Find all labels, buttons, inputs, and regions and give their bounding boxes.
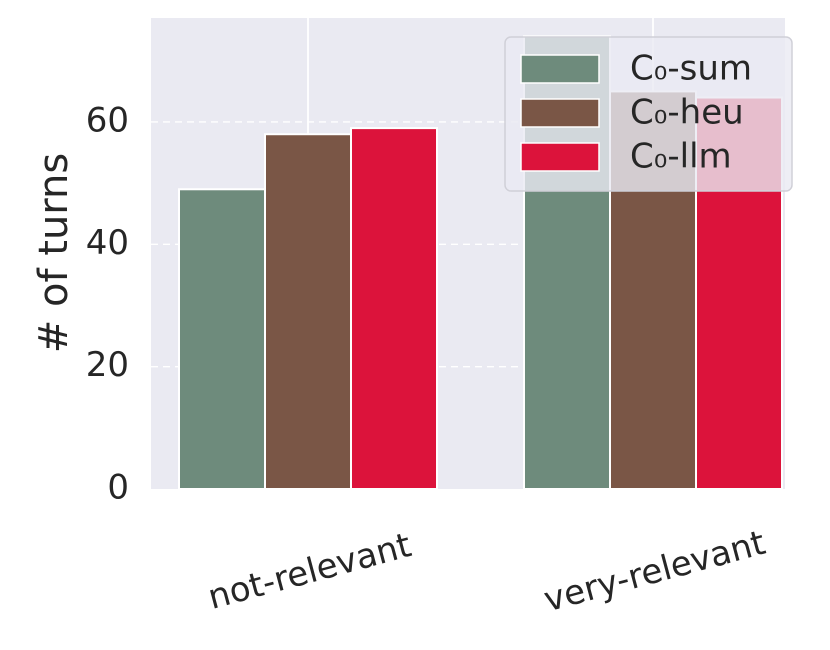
legend-swatch-1 <box>520 98 600 128</box>
bar-not-relevant-series-2 <box>350 127 438 491</box>
y-tick-label-3: 60 <box>86 100 129 140</box>
x-tick-labels: not-relevant very-relevant <box>204 523 770 620</box>
y-axis-label: # of turns <box>31 153 77 353</box>
x-tick-label-1: very-relevant <box>540 523 770 620</box>
legend-swatch-2 <box>520 142 600 172</box>
bar-not-relevant-series-0 <box>178 188 266 490</box>
legend-label-0: C₀-sum <box>630 49 752 89</box>
legend-swatch-0 <box>520 54 600 84</box>
bar-not-relevant-series-1 <box>264 133 352 491</box>
legend-label-1: C₀-heu <box>630 93 744 133</box>
y-tick-label-0: 0 <box>107 468 129 508</box>
y-tick-label-1: 20 <box>86 345 129 385</box>
x-tick-label-0: not-relevant <box>204 525 416 618</box>
y-tick-labels: 0 20 40 60 <box>86 100 129 507</box>
y-tick-label-2: 40 <box>86 223 129 263</box>
legend-label-2: C₀-llm <box>630 137 732 177</box>
